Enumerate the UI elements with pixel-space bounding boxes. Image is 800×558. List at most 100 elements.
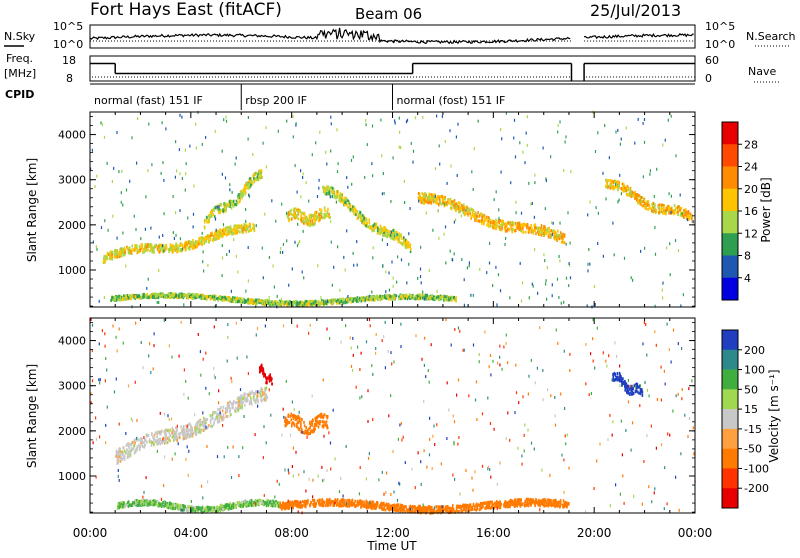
noise-point: [384, 192, 385, 195]
data-point: [213, 423, 215, 426]
data-point: [522, 231, 524, 234]
data-point: [156, 439, 158, 442]
data-point: [176, 250, 178, 253]
data-point: [240, 191, 242, 194]
data-point: [143, 293, 145, 296]
noise-point: [534, 174, 535, 177]
noise-point: [421, 281, 422, 284]
noise-point: [96, 175, 97, 178]
data-point: [237, 226, 239, 229]
data-point: [518, 225, 520, 228]
noise-point: [527, 115, 528, 118]
noise-point: [550, 155, 551, 158]
data-point: [636, 386, 638, 389]
data-point: [247, 399, 249, 402]
noise-point: [522, 151, 523, 154]
data-point: [359, 297, 361, 300]
noise-point: [640, 250, 641, 253]
noise-point: [351, 183, 352, 186]
data-point: [182, 430, 184, 433]
noise-point: [461, 215, 462, 218]
noise-point: [151, 163, 152, 166]
data-point: [261, 368, 263, 371]
noise-point: [532, 202, 533, 205]
data-point: [440, 195, 442, 198]
data-point: [219, 420, 221, 423]
data-point: [193, 293, 195, 296]
noise-point: [464, 304, 465, 307]
data-point: [557, 230, 559, 233]
noise-point: [245, 220, 246, 223]
data-point: [324, 206, 326, 209]
data-point: [223, 228, 225, 231]
noise-point: [286, 239, 287, 242]
data-point: [559, 237, 561, 240]
data-point: [380, 225, 382, 228]
noise-point: [181, 116, 182, 119]
y-tick-label: 3000: [58, 174, 86, 187]
noise-point: [222, 173, 223, 176]
data-point: [211, 234, 213, 237]
data-point: [398, 297, 400, 300]
noise-point: [338, 162, 339, 165]
data-point: [291, 217, 293, 220]
data-point: [201, 423, 203, 426]
data-point: [669, 212, 671, 215]
data-point: [114, 253, 116, 256]
data-point: [342, 298, 344, 301]
data-point: [225, 297, 227, 300]
noise-point: [501, 171, 502, 174]
data-point: [643, 204, 645, 207]
data-point: [645, 206, 647, 209]
data-point: [200, 241, 202, 244]
noise-point: [479, 268, 480, 271]
data-point: [308, 302, 310, 305]
power-colorbar-swatch: [722, 211, 738, 234]
data-point: [297, 210, 299, 213]
noise-point: [319, 131, 320, 134]
data-point: [608, 185, 610, 188]
data-point: [193, 247, 195, 250]
noise-point: [372, 256, 373, 259]
noise-point: [546, 179, 547, 182]
noise-point: [389, 289, 390, 292]
power-colorbar-swatch: [722, 256, 738, 279]
data-point: [246, 393, 248, 396]
noise-point: [515, 155, 516, 158]
data-point: [119, 251, 121, 254]
data-point: [396, 233, 398, 236]
noise-point: [670, 273, 671, 276]
noise-point: [436, 115, 437, 118]
data-point: [649, 205, 651, 208]
noise-point: [252, 153, 253, 156]
data-point: [128, 455, 130, 458]
noise-point: [303, 172, 304, 175]
noise-point: [282, 251, 283, 254]
noise-point: [559, 255, 560, 258]
data-point: [404, 297, 406, 300]
noise-point: [589, 263, 590, 266]
noise-point: [146, 287, 147, 290]
data-point: [238, 409, 240, 412]
data-point: [169, 429, 171, 432]
noise-point: [570, 170, 571, 173]
noise-point: [615, 131, 616, 134]
noise-point: [565, 135, 566, 138]
noise-point: [293, 135, 294, 138]
noise-point: [371, 291, 372, 294]
data-point: [324, 213, 326, 216]
data-point: [229, 230, 231, 233]
data-point: [188, 247, 190, 250]
data-point: [217, 230, 219, 233]
noise-point: [454, 252, 455, 255]
data-point: [168, 436, 170, 439]
data-point: [245, 191, 247, 194]
noise-point: [351, 159, 352, 162]
data-point: [220, 204, 222, 207]
noise-point: [237, 271, 238, 274]
noise-point: [595, 150, 596, 153]
data-point: [122, 452, 124, 455]
data-point: [523, 223, 525, 226]
data-point: [544, 225, 546, 228]
